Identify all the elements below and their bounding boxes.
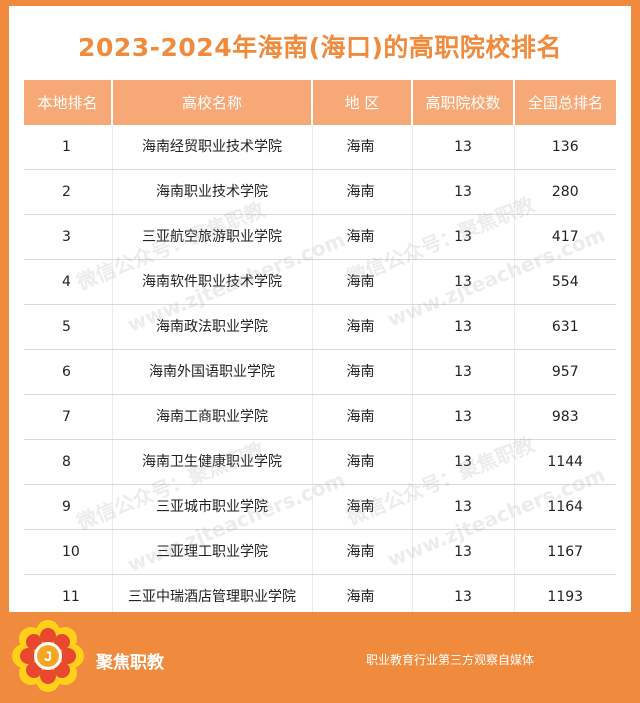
column-header-local-rank: 本地排名 (24, 80, 113, 125)
footer-bar: J 聚焦职教 职业教育行业第三方观察自媒体 (0, 612, 640, 703)
cell-national-rank: 957 (514, 349, 616, 395)
table-row: 10 三亚理工职业学院 海南 13 1167 (24, 529, 616, 575)
cell-local-rank: 8 (24, 439, 113, 485)
table-row: 1 海南经贸职业技术学院 海南 13 136 (24, 125, 616, 170)
cell-region: 海南 (312, 214, 413, 260)
cell-school-name: 海南工商职业学院 (112, 394, 313, 440)
cell-national-rank: 554 (514, 259, 616, 305)
cell-region: 海南 (312, 259, 413, 305)
cell-school-name: 三亚航空旅游职业学院 (112, 214, 313, 260)
cell-school-count: 13 (412, 529, 515, 575)
cell-school-count: 13 (412, 214, 515, 260)
cell-school-name: 三亚理工职业学院 (112, 529, 313, 575)
brand-logo-icon: J (10, 618, 86, 694)
cell-school-count: 13 (412, 349, 515, 395)
page-title: 2023-2024年海南(海口)的高职院校排名 (78, 33, 562, 62)
ranking-table: 本地排名 高校名称 地 区 高职院校数 全国总排名 1 海南经贸职业技术学院 海南 1… (24, 80, 616, 620)
cell-local-rank: 7 (24, 394, 113, 440)
cell-national-rank: 136 (514, 125, 616, 170)
brand-tagline: 职业教育行业第三方观察自媒体 (365, 653, 534, 667)
column-header-region: 地 区 (312, 80, 413, 125)
cell-school-name: 海南软件职业技术学院 (112, 259, 313, 305)
table-body: 1 海南经贸职业技术学院 海南 13 136 2 海南职业技术学院 海南 13 280 3 三亚航空旅… (24, 125, 616, 620)
cell-region: 海南 (312, 529, 413, 575)
cell-school-count: 13 (412, 259, 515, 305)
cell-region: 海南 (312, 304, 413, 350)
column-header-school-name: 高校名称 (112, 80, 313, 125)
cell-school-name: 海南经贸职业技术学院 (112, 125, 313, 170)
cell-national-rank: 1144 (514, 439, 616, 485)
brand-name: 聚焦职教 (96, 653, 164, 673)
cell-region: 海南 (312, 125, 413, 170)
cell-school-count: 13 (412, 484, 515, 530)
cell-national-rank: 631 (514, 304, 616, 350)
table-row: 5 海南政法职业学院 海南 13 631 (24, 304, 616, 350)
cell-national-rank: 417 (514, 214, 616, 260)
cell-school-name: 海南卫生健康职业学院 (112, 439, 313, 485)
cell-school-count: 13 (412, 394, 515, 440)
cell-local-rank: 4 (24, 259, 113, 305)
cell-region: 海南 (312, 439, 413, 485)
cell-school-count: 13 (412, 125, 515, 170)
table-row: 2 海南职业技术学院 海南 13 280 (24, 169, 616, 215)
cell-school-count: 13 (412, 304, 515, 350)
cell-national-rank: 983 (514, 394, 616, 440)
cell-region: 海南 (312, 484, 413, 530)
cell-school-name: 海南政法职业学院 (112, 304, 313, 350)
cell-local-rank: 1 (24, 125, 113, 170)
cell-region: 海南 (312, 394, 413, 440)
cell-national-rank: 280 (514, 169, 616, 215)
cell-region: 海南 (312, 169, 413, 215)
column-header-school-count: 高职院校数 (412, 80, 515, 125)
cell-school-count: 13 (412, 439, 515, 485)
logo-letter: J (44, 648, 52, 664)
cell-local-rank: 6 (24, 349, 113, 395)
cell-school-count: 13 (412, 169, 515, 215)
cell-region: 海南 (312, 349, 413, 395)
table-header-row: 本地排名 高校名称 地 区 高职院校数 全国总排名 (24, 80, 616, 125)
table-row: 6 海南外国语职业学院 海南 13 957 (24, 349, 616, 395)
table-row: 3 三亚航空旅游职业学院 海南 13 417 (24, 214, 616, 260)
cell-local-rank: 5 (24, 304, 113, 350)
cell-national-rank: 1167 (514, 529, 616, 575)
cell-school-name: 海南职业技术学院 (112, 169, 313, 215)
cell-local-rank: 3 (24, 214, 113, 260)
table-row: 9 三亚城市职业学院 海南 13 1164 (24, 484, 616, 530)
table-row: 4 海南软件职业技术学院 海南 13 554 (24, 259, 616, 305)
table-row: 7 海南工商职业学院 海南 13 983 (24, 394, 616, 440)
cell-national-rank: 1164 (514, 484, 616, 530)
cell-school-name: 海南外国语职业学院 (112, 349, 313, 395)
cell-local-rank: 9 (24, 484, 113, 530)
cell-school-name: 三亚城市职业学院 (112, 484, 313, 530)
cell-local-rank: 10 (24, 529, 113, 575)
cell-local-rank: 2 (24, 169, 113, 215)
table-row: 8 海南卫生健康职业学院 海南 13 1144 (24, 439, 616, 485)
column-header-national-rank: 全国总排名 (514, 80, 616, 125)
